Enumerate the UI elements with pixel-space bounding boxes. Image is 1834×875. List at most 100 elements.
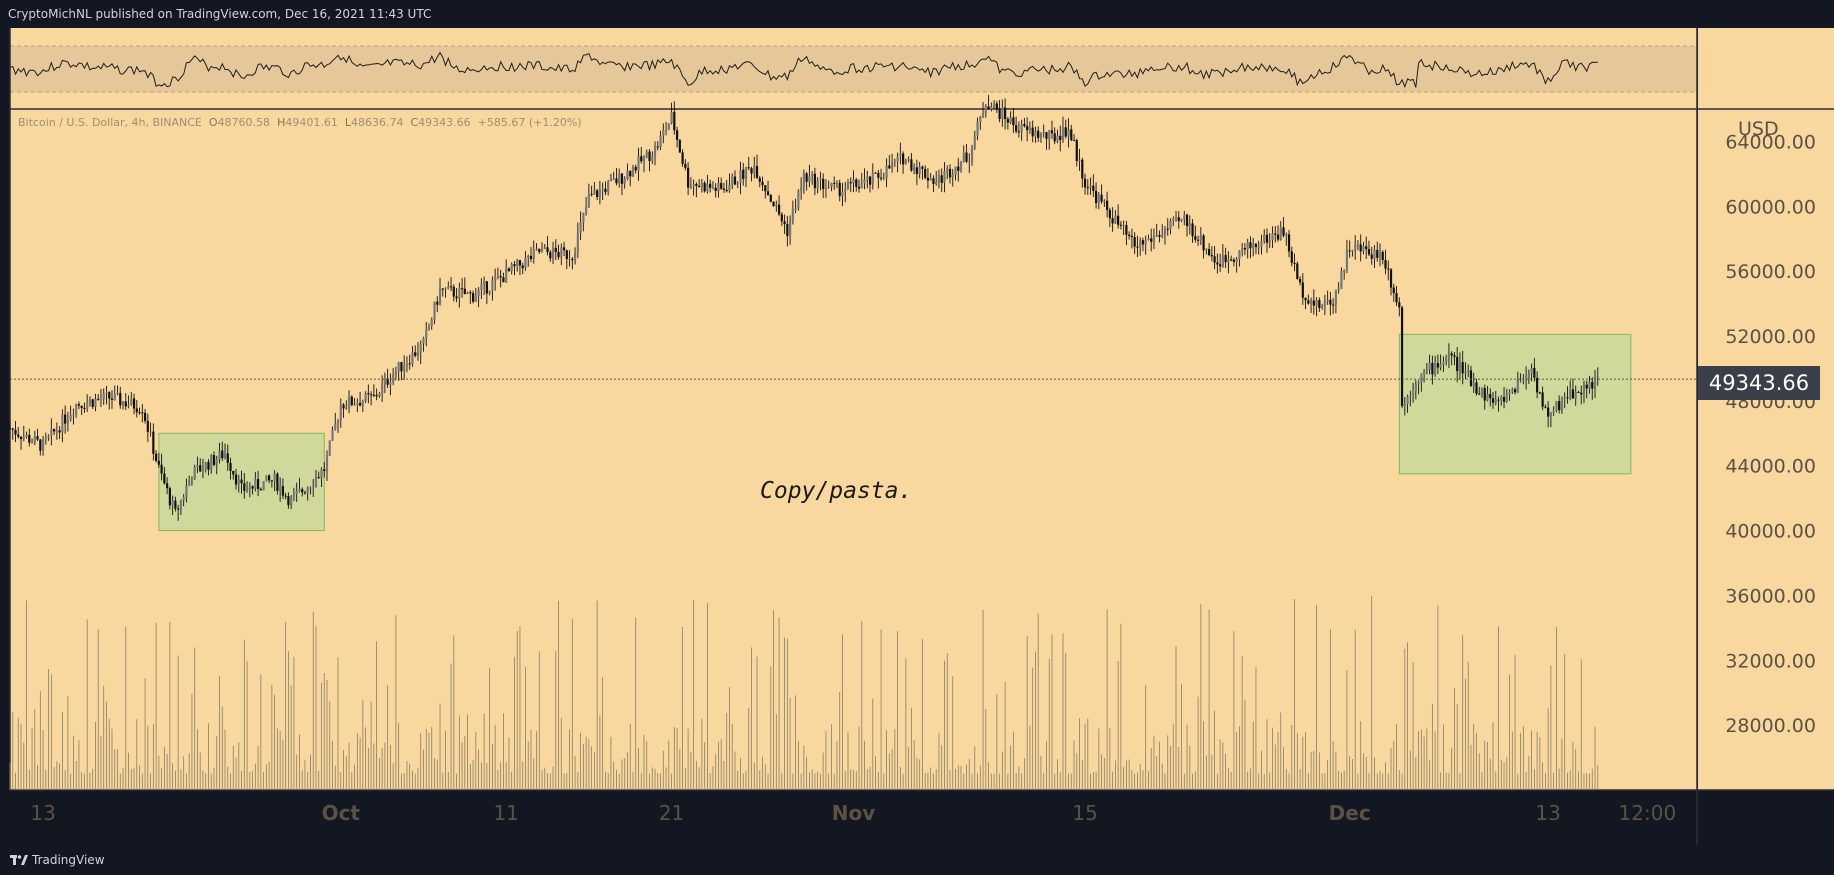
candle-body <box>397 362 400 372</box>
candle-body <box>1486 393 1489 401</box>
candle-body <box>1125 225 1128 235</box>
candle-body <box>1312 300 1315 306</box>
candle-body <box>1232 259 1236 262</box>
candle-body <box>1351 249 1354 252</box>
candle-body <box>772 201 775 207</box>
candle-body <box>1106 200 1109 210</box>
candle-body <box>171 500 174 506</box>
candle-body <box>41 439 45 451</box>
low-value: 48636.74 <box>350 116 404 129</box>
candle-body <box>11 428 14 430</box>
candle-body <box>866 176 869 180</box>
candle-body <box>168 488 171 506</box>
candle-body <box>1500 397 1503 401</box>
candle-body <box>524 258 527 269</box>
y-tick-label: 40000.00 <box>1725 521 1816 543</box>
candle-body <box>1582 384 1586 395</box>
candle-body <box>212 455 216 465</box>
x-tick-label: Nov <box>832 801 876 825</box>
candle-body <box>888 165 891 169</box>
candle-body <box>99 399 103 401</box>
candle-body <box>1163 228 1167 235</box>
x-tick-label: 11 <box>493 801 518 825</box>
y-tick-label: 56000.00 <box>1725 261 1816 283</box>
candle-body <box>1392 287 1395 294</box>
candle-body <box>375 395 378 397</box>
candle-body <box>66 419 69 424</box>
candle-body <box>855 179 858 187</box>
candle-body <box>1483 388 1486 401</box>
candle-body <box>607 181 610 193</box>
candle-body <box>436 301 439 305</box>
candle-body <box>1152 236 1156 242</box>
candle-body <box>1524 377 1528 380</box>
candle-body <box>141 412 144 414</box>
candle-body <box>742 169 745 179</box>
candle-body <box>262 481 265 491</box>
candle-body <box>910 159 913 171</box>
candle-body <box>405 363 409 367</box>
candle-body <box>631 166 635 177</box>
candle-body <box>135 408 138 413</box>
candle-body <box>766 191 770 196</box>
candle-body <box>648 151 651 161</box>
candle-body <box>970 148 974 162</box>
candle-body <box>1188 223 1191 227</box>
candle-body <box>755 165 759 179</box>
low-label: L <box>344 116 351 129</box>
candle-body <box>576 232 579 253</box>
candle-body <box>984 106 987 114</box>
candle-body <box>634 166 637 171</box>
tradingview-icon <box>10 855 28 865</box>
candle-body <box>69 415 72 420</box>
candle-body <box>794 208 797 210</box>
candle-body <box>758 178 761 182</box>
candle-body <box>132 398 136 409</box>
candle-body <box>582 212 585 223</box>
candle-body <box>1161 234 1164 237</box>
open-label: O <box>208 116 218 129</box>
candle-body <box>907 159 910 161</box>
candle-body <box>1158 234 1161 237</box>
candle-body <box>1381 251 1384 260</box>
candle-body <box>675 130 679 140</box>
candle-body <box>146 420 149 432</box>
candle-body <box>924 168 927 178</box>
candle-body <box>612 178 615 180</box>
candle-body <box>1004 107 1007 120</box>
candle-body <box>1254 243 1258 248</box>
footer-bar: TradingView <box>0 845 1834 875</box>
candle-body <box>811 173 814 176</box>
candle-body <box>347 396 351 408</box>
currency-label[interactable]: USD <box>1738 118 1779 140</box>
candle-body <box>39 439 42 451</box>
candle-body <box>201 469 205 472</box>
tradingview-logo[interactable]: TradingView <box>10 853 105 867</box>
candle-body <box>1130 235 1134 238</box>
candle-body <box>976 121 979 136</box>
candle-body <box>1497 399 1500 401</box>
consolidation-box <box>1398 333 1632 475</box>
candle-body <box>642 156 646 162</box>
candle-body <box>1037 130 1040 138</box>
candle-body <box>1026 126 1029 131</box>
candle-body <box>1494 399 1497 403</box>
x-tick-label: Dec <box>1329 801 1371 825</box>
candle-body <box>1268 240 1271 243</box>
candle-body <box>1395 293 1398 303</box>
candle-body <box>342 404 345 409</box>
high-label: H <box>277 116 286 129</box>
close-label: C <box>410 116 419 129</box>
tradingview-brand: TradingView <box>32 853 105 867</box>
candle-body <box>336 420 340 424</box>
candle-body <box>623 179 626 184</box>
candle-body <box>245 490 249 492</box>
candle-body <box>491 280 494 291</box>
candle-body <box>913 167 916 171</box>
candle-body <box>14 429 17 435</box>
candle-body <box>287 495 290 506</box>
candle-body <box>1384 259 1387 269</box>
y-tick-label: 44000.00 <box>1725 456 1816 478</box>
candle-body <box>915 167 919 174</box>
